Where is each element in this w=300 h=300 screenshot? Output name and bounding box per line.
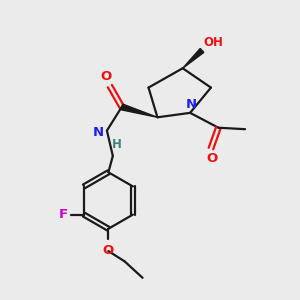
Text: F: F	[58, 208, 68, 221]
Text: N: N	[186, 98, 197, 111]
Text: H: H	[112, 138, 122, 151]
Text: OH: OH	[203, 36, 224, 49]
Text: O: O	[101, 70, 112, 83]
Polygon shape	[121, 104, 158, 117]
Text: N: N	[93, 126, 104, 139]
Text: O: O	[207, 152, 218, 165]
Polygon shape	[183, 49, 204, 68]
Text: O: O	[103, 244, 114, 256]
